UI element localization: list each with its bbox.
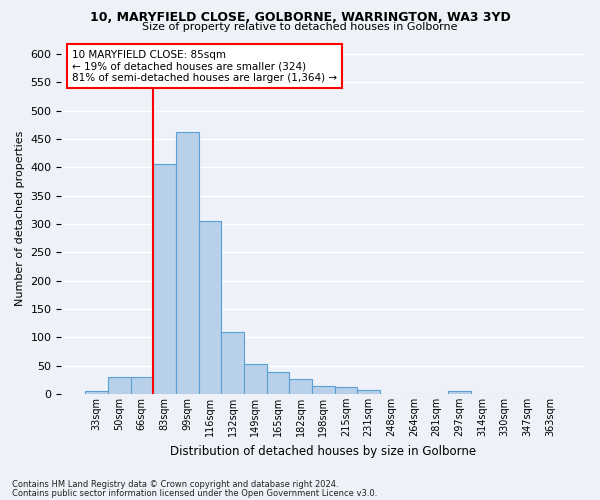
Bar [199, 221, 221, 394]
Bar [108, 377, 131, 394]
Bar [335, 387, 357, 394]
Bar [312, 386, 335, 394]
Text: Contains public sector information licensed under the Open Government Licence v3: Contains public sector information licen… [12, 489, 377, 498]
Bar [357, 390, 380, 394]
X-axis label: Distribution of detached houses by size in Golborne: Distribution of detached houses by size … [170, 444, 476, 458]
Bar [85, 390, 108, 394]
Text: Contains HM Land Registry data © Crown copyright and database right 2024.: Contains HM Land Registry data © Crown c… [12, 480, 338, 489]
Bar [266, 372, 289, 394]
Bar [448, 391, 470, 394]
Bar [176, 132, 199, 394]
Bar [221, 332, 244, 394]
Text: Size of property relative to detached houses in Golborne: Size of property relative to detached ho… [142, 22, 458, 32]
Bar [131, 377, 153, 394]
Bar [244, 364, 266, 394]
Text: 10 MARYFIELD CLOSE: 85sqm
← 19% of detached houses are smaller (324)
81% of semi: 10 MARYFIELD CLOSE: 85sqm ← 19% of detac… [72, 50, 337, 82]
Y-axis label: Number of detached properties: Number of detached properties [15, 130, 25, 306]
Bar [153, 164, 176, 394]
Text: 10, MARYFIELD CLOSE, GOLBORNE, WARRINGTON, WA3 3YD: 10, MARYFIELD CLOSE, GOLBORNE, WARRINGTO… [89, 11, 511, 24]
Bar [289, 380, 312, 394]
